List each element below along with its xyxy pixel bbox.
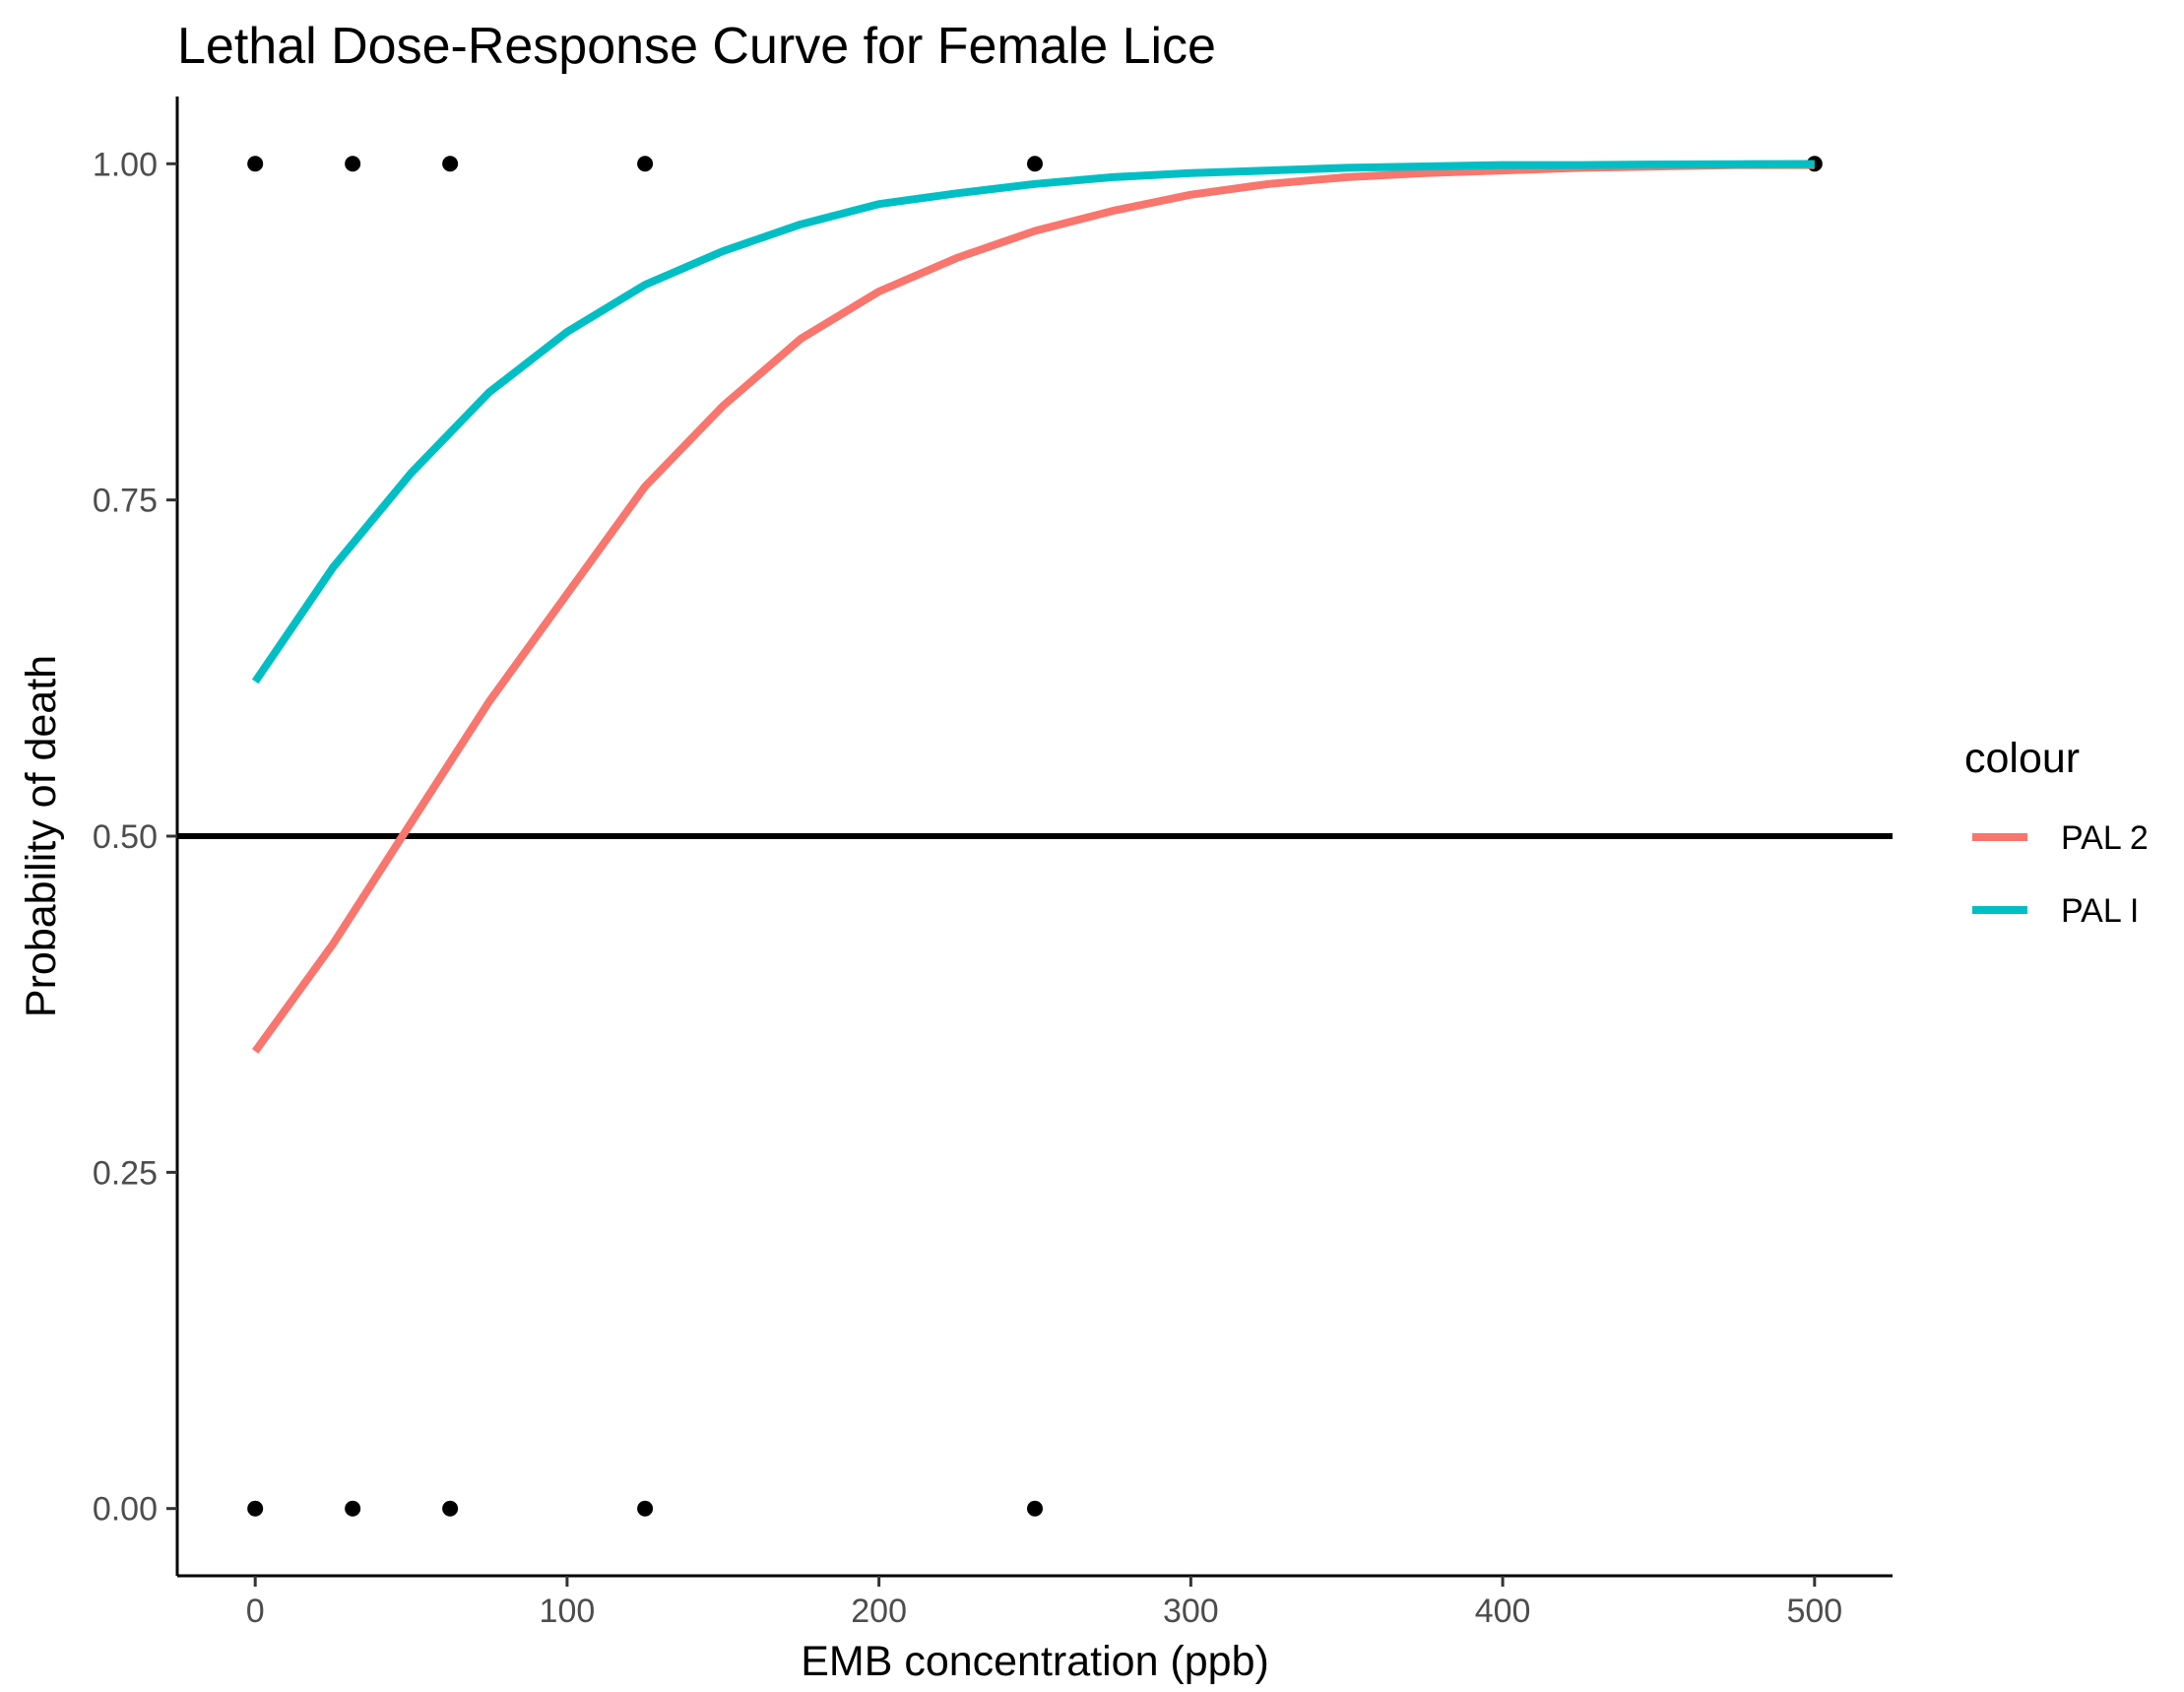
- data-point: [442, 156, 459, 172]
- y-tick-label: 0.00: [93, 1491, 158, 1529]
- y-axis-ticks: 0.00 0.25 0.50 0.75 1.00: [93, 146, 177, 1529]
- y-tick-label: 0.50: [93, 818, 158, 856]
- x-tick-label: 500: [1786, 1593, 1842, 1630]
- legend-title: colour: [1964, 735, 2080, 782]
- x-tick-label: 300: [1163, 1593, 1219, 1630]
- chart-title: Lethal Dose-Response Curve for Female Li…: [177, 18, 1216, 75]
- y-axis-title: Probability of death: [18, 655, 65, 1017]
- data-point: [1027, 156, 1043, 172]
- data-point: [247, 156, 264, 172]
- legend-items: PAL 2 PAL I: [1972, 819, 2149, 930]
- x-tick-label: 400: [1475, 1593, 1531, 1630]
- data-point: [637, 156, 654, 172]
- series-line-pal-i: [251, 160, 1815, 684]
- data-point: [247, 1500, 264, 1517]
- series-line-pal-2: [251, 161, 1815, 1054]
- legend: colour PAL 2 PAL I: [1964, 735, 2149, 930]
- data-point: [345, 156, 361, 172]
- y-tick-label: 1.00: [93, 146, 158, 183]
- data-point: [637, 1500, 654, 1517]
- legend-label-pal-2: PAL 2: [2061, 819, 2149, 857]
- x-tick-label: 100: [540, 1593, 596, 1630]
- y-tick-label: 0.25: [93, 1154, 158, 1192]
- x-tick-label: 200: [851, 1593, 907, 1630]
- x-tick-label: 0: [246, 1593, 265, 1630]
- data-point: [442, 1500, 459, 1517]
- y-tick-label: 0.75: [93, 483, 158, 520]
- data-point: [1027, 1500, 1043, 1517]
- data-point: [345, 1500, 361, 1517]
- legend-label-pal-i: PAL I: [2061, 892, 2139, 930]
- x-axis-ticks: 0 100 200 300 400 500: [246, 1576, 1842, 1630]
- plot-area: [177, 156, 1893, 1517]
- x-axis-title: EMB concentration (ppb): [801, 1638, 1269, 1685]
